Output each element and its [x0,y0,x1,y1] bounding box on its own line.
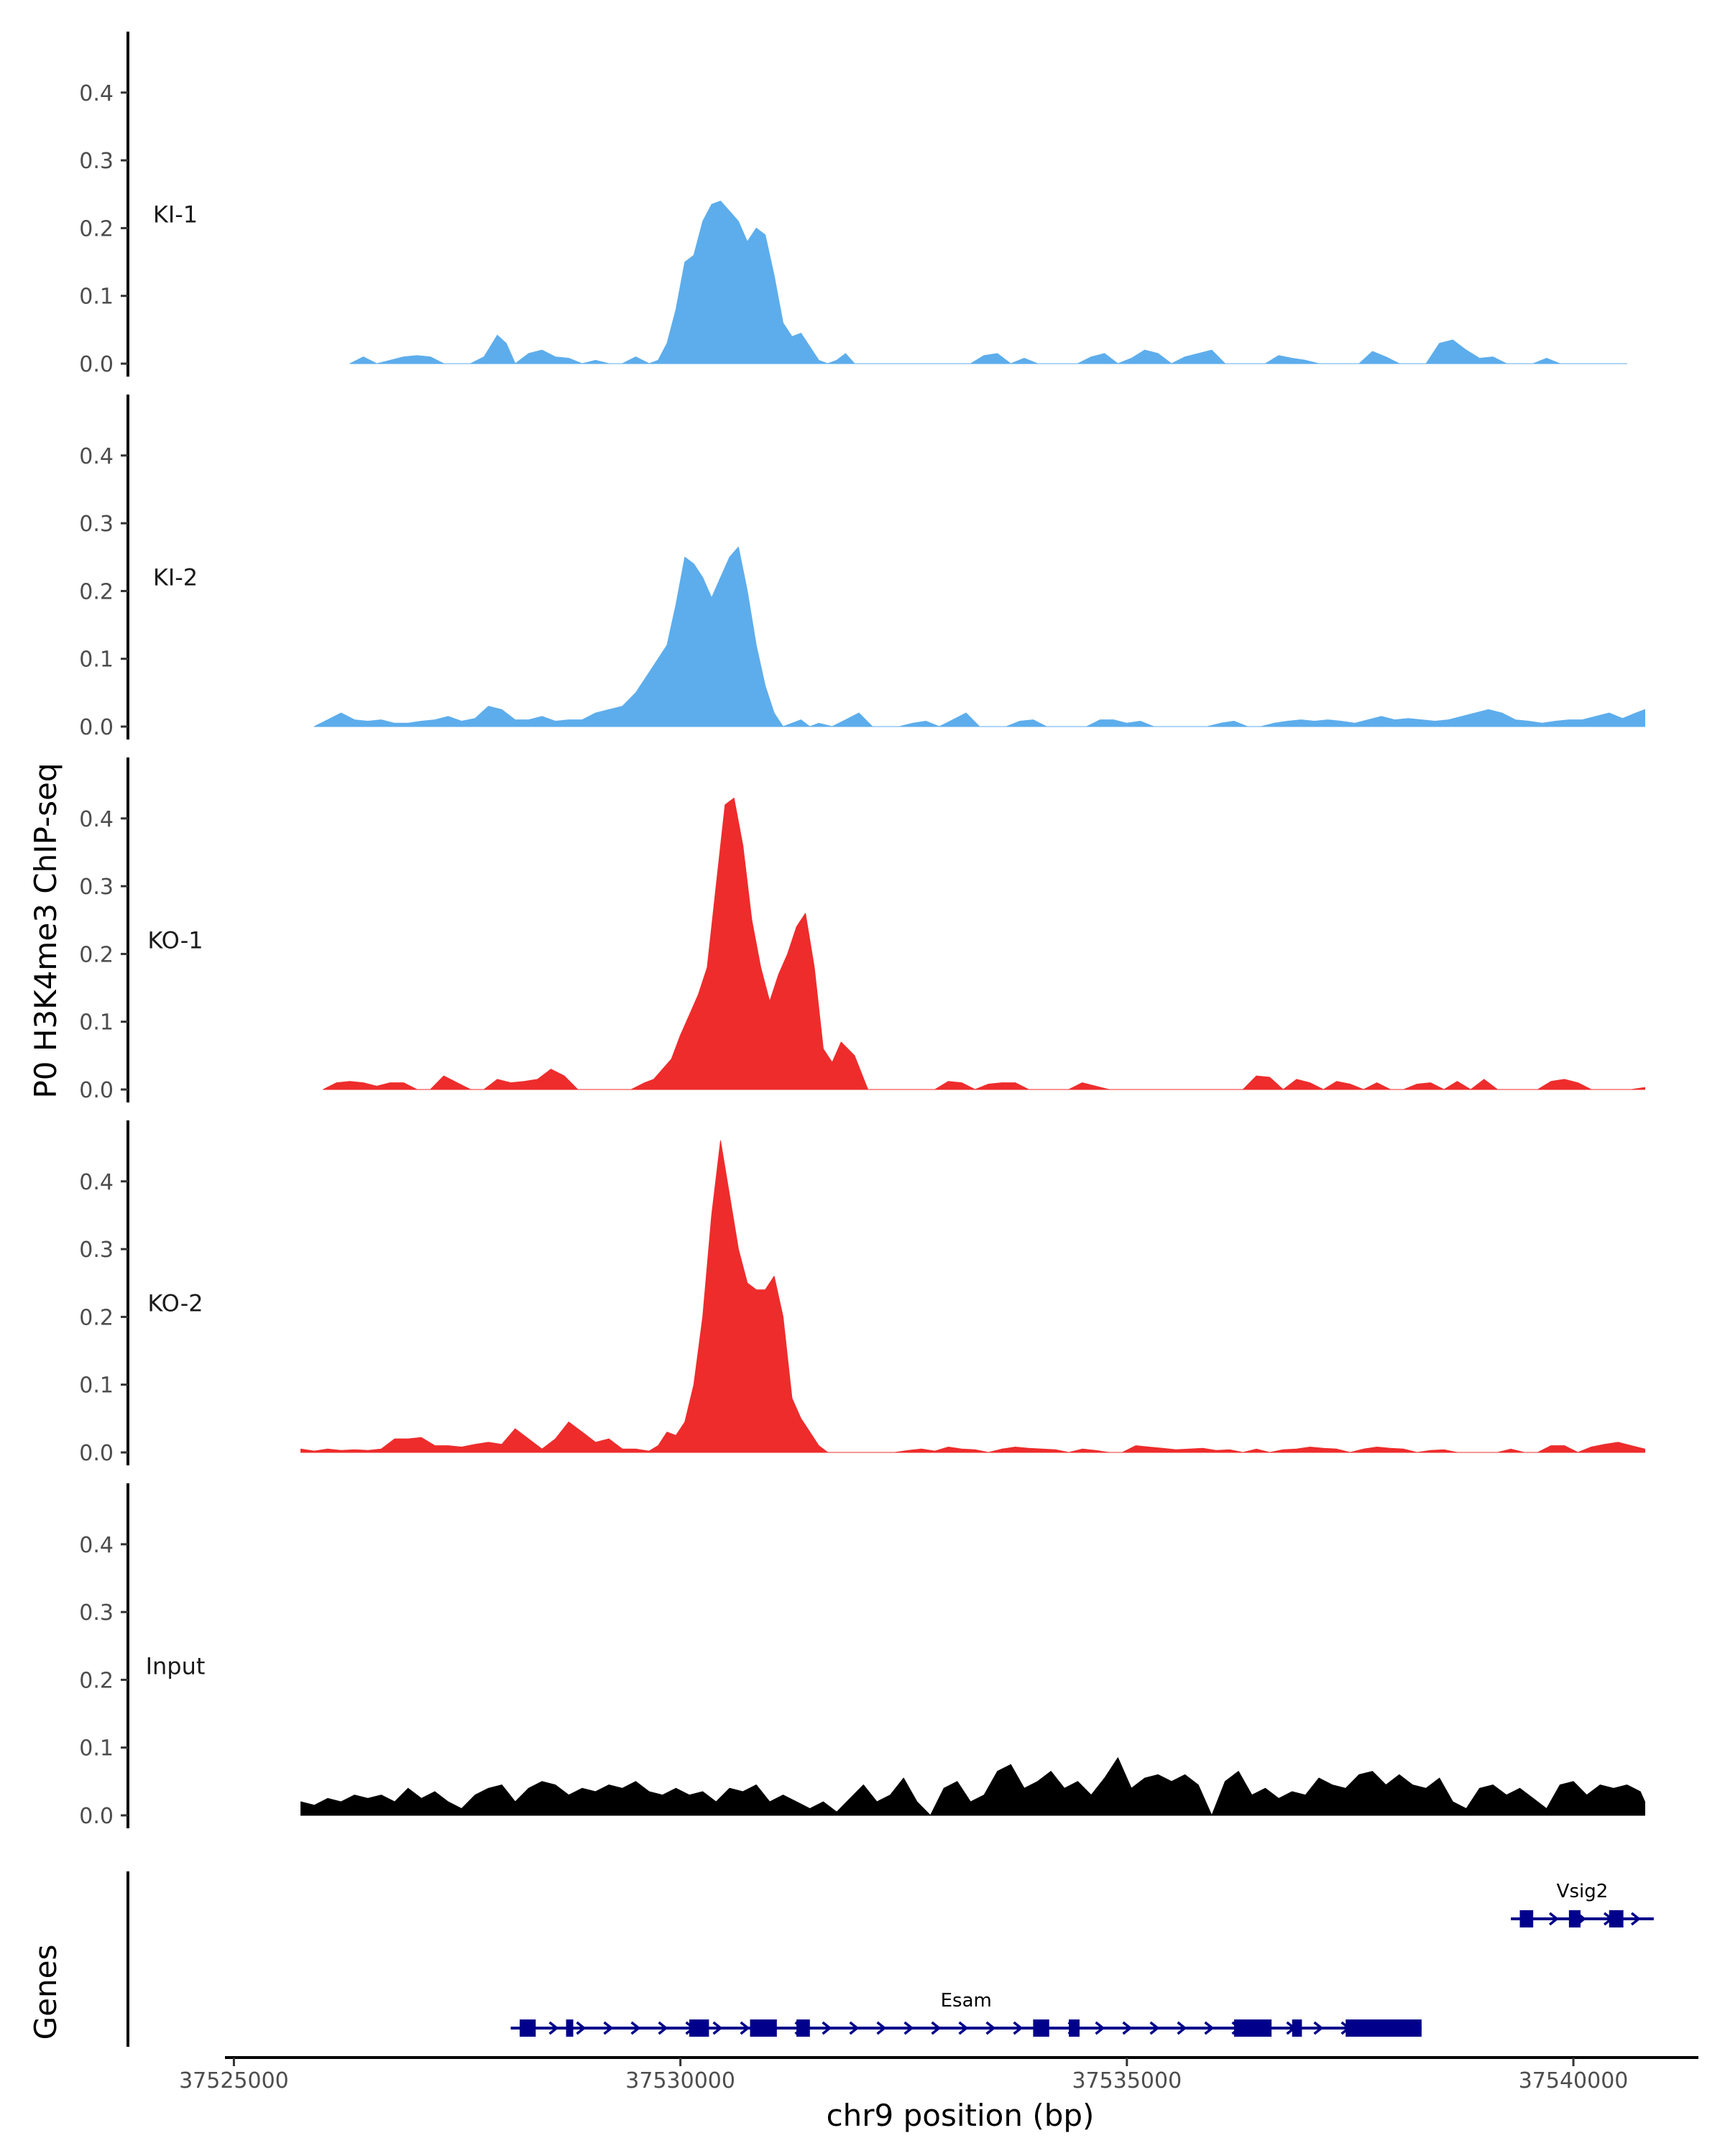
y-tick-label: 0.4 [79,444,114,469]
strand-arrow-icon [1204,2021,1215,2035]
track-label: KI-2 [153,564,198,591]
strand-arrow-icon [849,2021,860,2035]
strand-arrow-icon [1013,2021,1024,2035]
strand-arrow-icon [1149,2021,1160,2035]
track-label: KO-2 [147,1290,203,1317]
strand-arrow-icon [1630,1912,1641,1926]
y-tick-label: 0.2 [79,1305,114,1330]
strand-arrow-icon [876,2021,887,2035]
y-tick-label: 0.1 [79,285,114,310]
track-label: KI-1 [153,201,198,229]
coverage-area [349,201,1628,364]
coverage-area [323,798,1645,1090]
exon-block [796,2019,810,2037]
exon-block [1033,2019,1049,2037]
exon-block [520,2019,536,2037]
y-tick-label: 0.1 [79,1010,114,1036]
x-tick-label: 37525000 [179,2068,289,2093]
strand-arrow-icon [1095,2021,1105,2035]
exon-block [1233,2019,1272,2037]
y-axis-title: P0 H3K4me3 ChIP-seq [28,763,63,1098]
gene-esam: Esam [510,1990,1422,2037]
gene-vsig2: Vsig2 [1511,1881,1654,1927]
y-tick-label: 0.1 [79,1736,114,1761]
strand-arrow-icon [1177,2021,1187,2035]
strand-arrow-icon [985,2021,996,2035]
y-tick-label: 0.2 [79,1668,114,1693]
strand-arrow-icon [1122,2021,1133,2035]
track-ki-1: 0.0 0.1 0.2 0.3 0.4 KI-1 [79,32,1628,377]
exon-block [689,2019,709,2037]
y-tick-label: 0.4 [79,1170,114,1195]
y-tick-label: 0.1 [79,648,114,673]
strand-arrow-icon [740,2021,750,2035]
exon-block [1346,2019,1422,2037]
track-ki-2: 0.0 0.1 0.2 0.3 0.4 KI-2 [79,395,1645,740]
exon-block [1292,2019,1302,2037]
y-tick-label: 0.3 [79,1238,114,1263]
x-tick-label: 37535000 [1072,2068,1182,2093]
y-tick-label: 0.0 [79,1804,114,1829]
track-label: Input [146,1653,206,1680]
y-tick-label: 0.3 [79,149,114,174]
coverage-area [300,1140,1645,1453]
y-tick-label: 0.1 [79,1373,114,1399]
track-input: 0.0 0.1 0.2 0.3 0.4 Input [79,1483,1645,1829]
y-tick-label: 0.0 [79,715,114,740]
strand-arrow-icon [931,2021,942,2035]
strand-arrow-icon [958,2021,969,2035]
strand-arrow-icon [712,2021,723,2035]
exon-block [1568,1910,1581,1927]
y-tick-label: 0.0 [79,1078,114,1103]
y-tick-label: 0.4 [79,1533,114,1558]
strand-arrow-icon [822,2021,832,2035]
y-tick-label: 0.3 [79,512,114,537]
exon-block [1069,2019,1080,2037]
strand-arrow-icon [658,2021,668,2035]
strand-arrow-icon [903,2021,914,2035]
y-tick-label: 0.3 [79,1600,114,1626]
genes-track-title: Genes [28,1945,63,2040]
strand-arrow-icon [603,2021,614,2035]
exon-block [1609,1910,1624,1927]
y-tick-label: 0.0 [79,352,114,377]
x-tick-label: 37540000 [1519,2068,1629,2093]
x-axis-title: chr9 position (bp) [827,2098,1095,2133]
gene-name-label: Esam [941,1990,992,2012]
strand-arrow-icon [548,2021,559,2035]
y-tick-label: 0.3 [79,875,114,900]
track-ko-1: 0.0 0.1 0.2 0.3 0.4 KO-1 [79,757,1645,1103]
strand-arrow-icon [1548,1912,1559,1926]
y-tick-label: 0.2 [79,579,114,604]
y-tick-label: 0.0 [79,1441,114,1466]
y-tick-label: 0.4 [79,807,114,832]
gene-name-label: Vsig2 [1557,1881,1609,1902]
y-tick-label: 0.2 [79,216,114,241]
exon-block [1519,1910,1534,1927]
coverage-area [313,546,1645,727]
y-tick-label: 0.2 [79,942,114,967]
track-ko-2: 0.0 0.1 0.2 0.3 0.4 KO-2 [79,1120,1645,1466]
exon-block [750,2019,777,2037]
coverage-tracks: 0.00.10.20.30.4KI-10.00.10.20.30.4KI-20.… [79,32,1645,1829]
track-label: KO-1 [147,927,203,954]
x-tick-label: 37530000 [625,2068,735,2093]
exon-block [566,2019,574,2037]
coverage-area [300,1757,1645,1816]
genes-track: Esam Vsig2 [126,1871,1654,2047]
y-tick-label: 0.4 [79,81,114,106]
strand-arrow-icon [576,2021,586,2035]
strand-arrow-icon [1313,2021,1324,2035]
strand-arrow-icon [630,2021,641,2035]
x-axis: 37525000 37530000 37535000 37540000 [179,2056,1698,2093]
